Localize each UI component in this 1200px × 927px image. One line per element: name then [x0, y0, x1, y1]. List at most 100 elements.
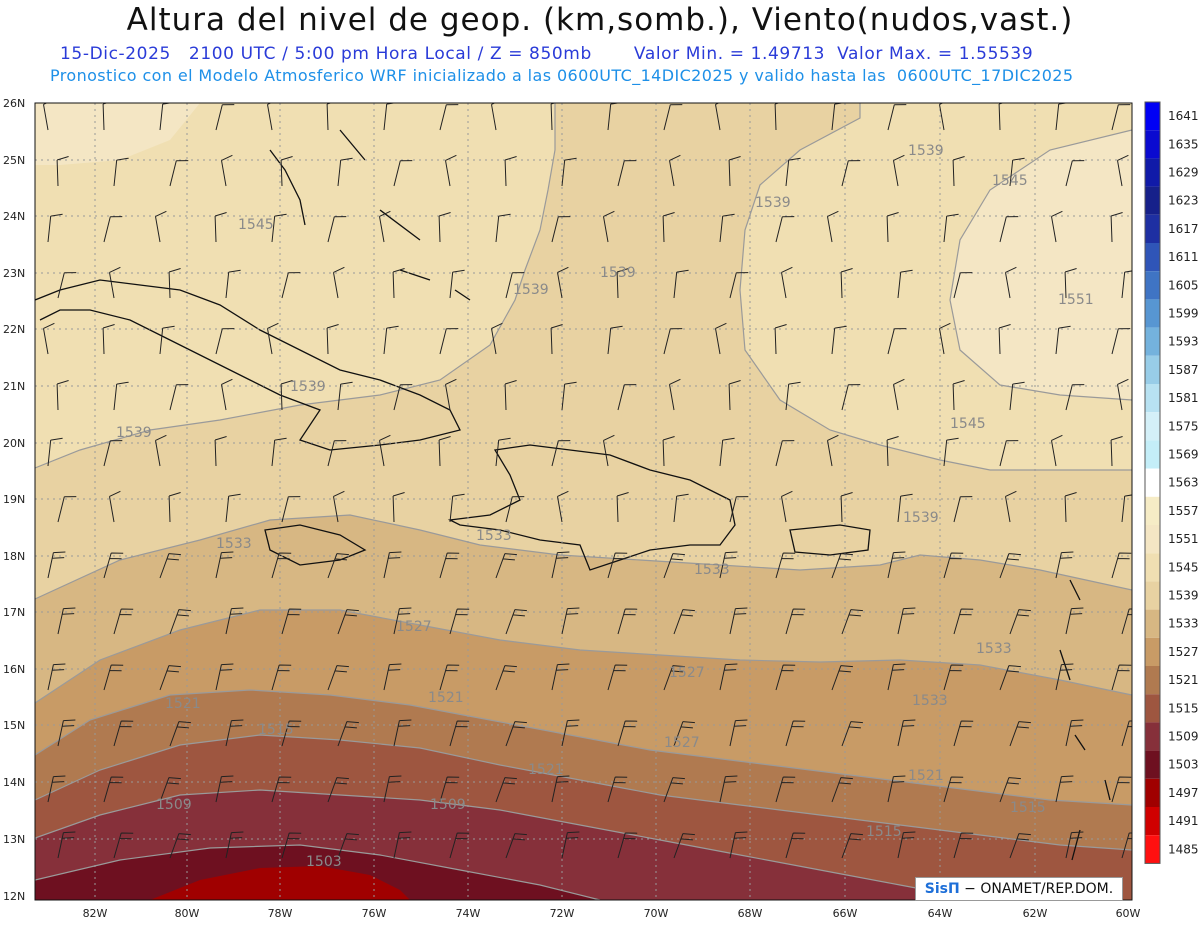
wind-barb	[827, 434, 839, 467]
wind-barb	[719, 663, 738, 691]
wind-barb	[214, 436, 227, 467]
wind-barb	[56, 156, 69, 187]
wind-barb	[281, 720, 302, 747]
colorbar-level-label: 1617	[1168, 222, 1199, 236]
colorbar-level-label: 1569	[1168, 448, 1199, 462]
wind-barb	[495, 213, 511, 243]
wind-barb	[225, 719, 244, 747]
lon-axis-labels: 82W 80W 78W 76W 74W 72W 70W 68W 66W 64W …	[83, 907, 1141, 920]
wind-barbs	[43, 103, 1132, 859]
wind-barb	[785, 608, 806, 635]
contour-label: 1527	[396, 619, 432, 635]
geopotential-shading	[35, 103, 1132, 900]
min-value-text: Valor Min. = 1.49713	[633, 44, 826, 64]
colorbar: 1641 1635 1629 1623 1617 1611 1605 1599 1593 1587…	[1144, 101, 1199, 864]
wind-barb	[169, 609, 191, 635]
wind-barb	[337, 609, 359, 635]
wind-barb	[999, 777, 1021, 803]
wind-barb	[439, 104, 459, 131]
contour-label: 1521	[165, 696, 201, 712]
wind-barb	[1051, 434, 1063, 467]
contour-label: 1503	[306, 854, 342, 870]
wind-barb	[1121, 494, 1132, 523]
wind-barb	[897, 493, 913, 523]
wind-barb	[215, 551, 234, 579]
wind-barb	[831, 325, 847, 355]
wind-barb	[841, 160, 861, 187]
contour-label: 1545	[238, 217, 274, 233]
colorbar-swatch	[1145, 327, 1160, 356]
wind-barb	[943, 213, 959, 243]
wind-barb	[504, 380, 517, 411]
contour-label: 1539	[290, 379, 326, 395]
wind-barb	[439, 328, 459, 355]
wind-barb	[495, 665, 517, 691]
wind-barb	[887, 328, 907, 355]
lon-label: 76W	[362, 907, 387, 920]
lat-label: 23N	[3, 267, 25, 280]
wind-barb	[449, 269, 465, 299]
wind-barb	[439, 552, 460, 579]
wind-barb	[445, 378, 457, 411]
contour-label: 1521	[528, 762, 564, 778]
colorbar-swatch	[1145, 186, 1160, 215]
wind-barb	[337, 721, 359, 747]
wind-barb	[669, 154, 681, 187]
lat-label: 16N	[3, 663, 25, 676]
colorbar-swatch	[1145, 102, 1160, 131]
colorbar-level-label: 1629	[1168, 166, 1199, 180]
wind-barb	[551, 440, 571, 467]
wind-barb	[943, 664, 964, 691]
wind-barb	[1009, 157, 1025, 187]
wind-barb	[607, 552, 628, 579]
colorbar-level-label: 1551	[1168, 532, 1199, 546]
lat-label: 15N	[3, 719, 25, 732]
wind-barb	[841, 384, 861, 411]
wind-barb	[840, 268, 853, 299]
wind-barb	[897, 831, 916, 859]
wind-barb	[557, 266, 569, 299]
colorbar-level-label: 1599	[1168, 307, 1199, 321]
wind-barb	[109, 490, 121, 523]
wind-barb	[168, 268, 181, 299]
wind-barb	[781, 266, 793, 299]
wind-barb	[57, 607, 76, 635]
wind-barb	[943, 776, 964, 803]
wind-barb	[1121, 832, 1132, 859]
wind-barb	[775, 552, 796, 579]
wind-barb	[281, 608, 302, 635]
wind-barb	[887, 551, 906, 579]
wind-barb	[215, 104, 235, 131]
wind-barb	[663, 665, 685, 691]
colorbar-swatch	[1145, 835, 1160, 864]
wind-barb	[999, 553, 1021, 579]
lon-label: 66W	[833, 907, 858, 920]
colorbar-level-label: 1557	[1168, 504, 1199, 518]
wind-barb	[551, 216, 571, 243]
contour-label: 1533	[976, 641, 1012, 657]
wind-barb	[607, 664, 628, 691]
wind-barb	[383, 551, 402, 579]
wind-barb	[393, 384, 413, 411]
wind-barb	[280, 156, 293, 187]
wind-barb	[617, 720, 638, 747]
puerto-rico-outline	[789, 524, 871, 556]
wind-barb	[728, 380, 741, 411]
wind-barb	[504, 156, 517, 187]
wind-barb	[1110, 436, 1123, 467]
wind-barb	[1064, 268, 1077, 299]
wind-barb	[271, 437, 287, 467]
wind-barb	[673, 269, 689, 299]
wind-barb	[953, 496, 973, 523]
wind-barb	[281, 832, 302, 859]
wind-barb	[1121, 608, 1132, 635]
lon-label: 78W	[268, 907, 293, 920]
wind-barb	[449, 493, 465, 523]
colorbar-swatch	[1145, 271, 1160, 300]
wind-barb	[57, 831, 76, 859]
wind-barb	[169, 384, 189, 411]
wind-barb	[445, 154, 457, 187]
wind-barb	[561, 607, 580, 635]
wind-barb	[831, 665, 853, 691]
